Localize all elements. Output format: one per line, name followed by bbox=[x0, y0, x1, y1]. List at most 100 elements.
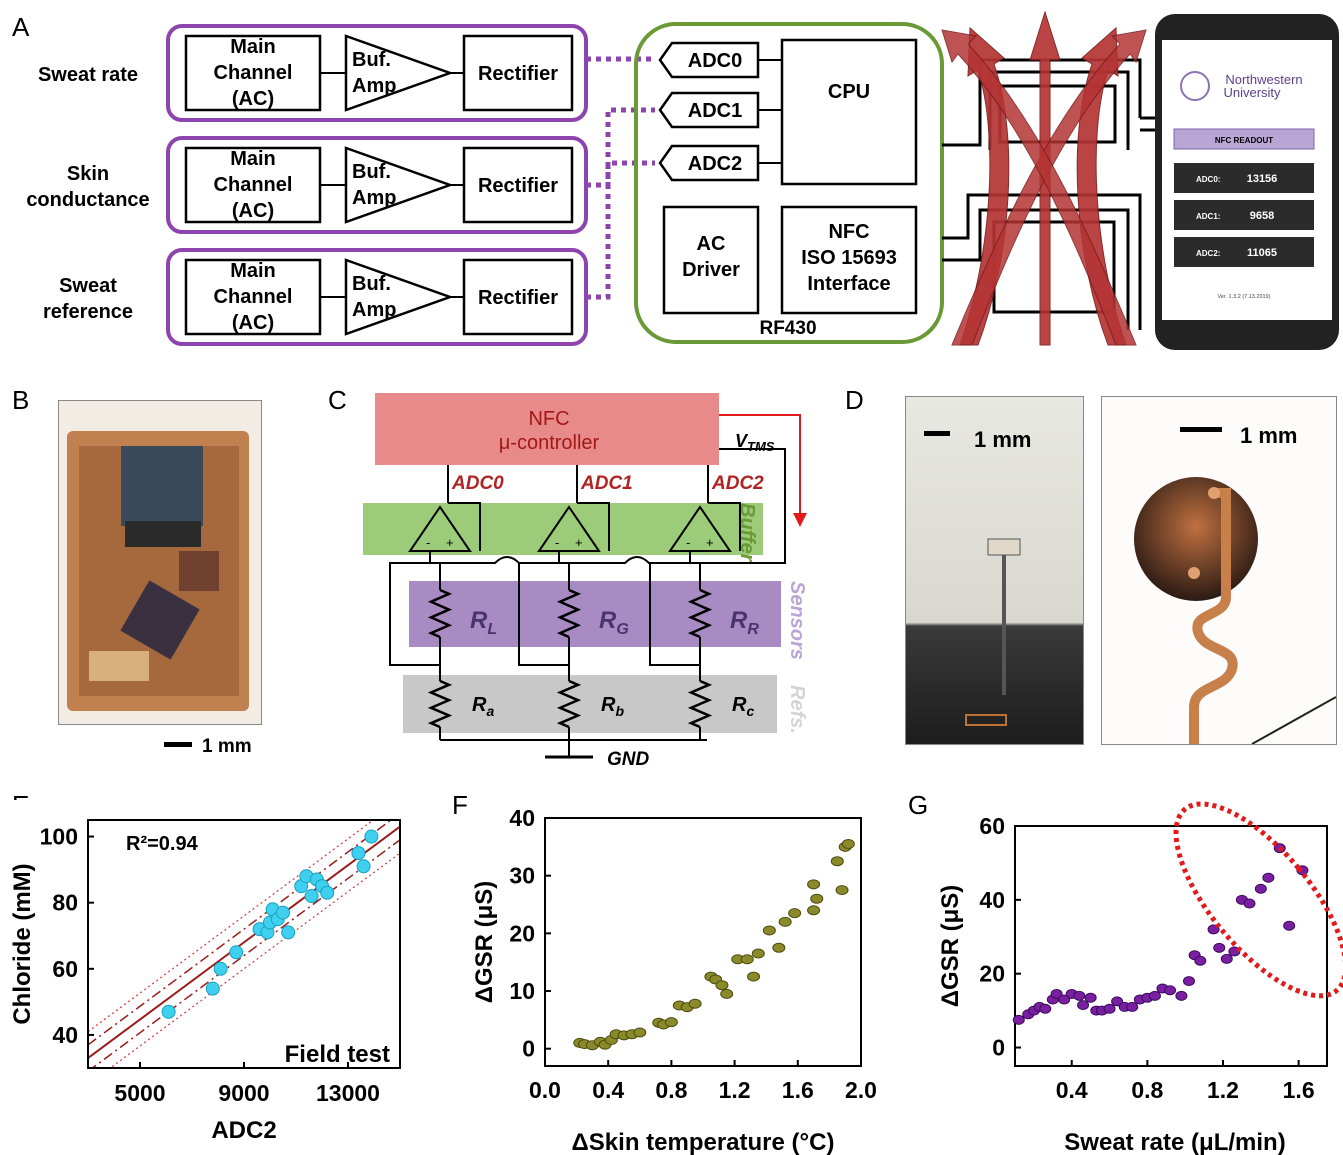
svg-text:-: - bbox=[686, 535, 690, 550]
signal-chain-row-1: Skin conductance Main Channel (AC) Buf. Amp Rec… bbox=[26, 107, 655, 234]
plot-frame bbox=[1014, 825, 1328, 1067]
circuit-adc-label: ADC0 bbox=[451, 473, 504, 494]
y-tick-label: 40 bbox=[979, 887, 1005, 913]
ac-driver-line-1: AC bbox=[697, 233, 726, 255]
data-point bbox=[364, 829, 379, 844]
university-name-2: University bbox=[1223, 85, 1281, 100]
main-channel-text: Channel bbox=[214, 174, 293, 196]
x-tick-label: 13000 bbox=[316, 1080, 380, 1106]
sensor-electrode-photo-right-art bbox=[1134, 427, 1337, 745]
app-version: Ver. 1.3.2 (7.13.2019) bbox=[1218, 294, 1271, 300]
x-tick-label: 9000 bbox=[218, 1080, 269, 1106]
main-channel-text: Channel bbox=[214, 62, 293, 84]
data-point bbox=[762, 925, 776, 936]
y-tick-label: 20 bbox=[979, 961, 1005, 987]
rectifier-text: Rectifier bbox=[478, 287, 558, 309]
svg-text:+: + bbox=[446, 535, 454, 550]
adc-label: ADC0 bbox=[688, 50, 742, 72]
data-point bbox=[356, 859, 371, 874]
y-tick-label: 40 bbox=[52, 1022, 78, 1048]
buffer-amp-triangle bbox=[344, 258, 454, 336]
data-point bbox=[1254, 883, 1267, 894]
ref-resistor-label: Rb bbox=[601, 694, 624, 719]
x-axis-label: ΔSkin temperature (°C) bbox=[572, 1129, 835, 1155]
readout-label: ADC1: bbox=[1196, 212, 1220, 221]
nfc-line-2: ISO 15693 bbox=[801, 247, 897, 269]
r-squared-annotation: R²=0.94 bbox=[126, 833, 199, 855]
fit-line bbox=[87, 825, 401, 1059]
rf-field-arrows bbox=[941, 10, 1147, 346]
sensor-resistor-label: RL bbox=[470, 607, 497, 638]
data-point bbox=[788, 908, 802, 919]
cpu-box bbox=[780, 38, 918, 186]
main-channel-text: (AC) bbox=[232, 312, 274, 334]
nfc-line-1: NFC bbox=[828, 221, 869, 243]
buffer-amp-triangle bbox=[344, 34, 454, 112]
data-point bbox=[688, 998, 702, 1009]
data-point bbox=[1207, 924, 1220, 935]
buffer-amp-text: Amp bbox=[352, 75, 396, 97]
main-channel-box bbox=[184, 258, 322, 336]
data-point bbox=[1012, 1014, 1025, 1025]
x-tick-label: 0.0 bbox=[529, 1077, 561, 1103]
x-tick-label: 1.6 bbox=[1283, 1077, 1315, 1103]
data-point bbox=[205, 981, 220, 996]
y-tick-label: 0 bbox=[992, 1035, 1005, 1061]
data-point bbox=[772, 942, 786, 953]
data-point bbox=[664, 1017, 678, 1028]
nfc-readout-title: NFC READOUT bbox=[1215, 136, 1273, 145]
nfc-interface-box bbox=[780, 205, 918, 315]
main-channel-text: Main bbox=[230, 260, 276, 282]
cpu-label: CPU bbox=[828, 81, 870, 103]
sensor-resistor-label: RG bbox=[599, 607, 629, 638]
data-point bbox=[740, 954, 754, 965]
field-test-label: Field test bbox=[285, 1041, 390, 1068]
panel-label-g: G bbox=[908, 790, 929, 820]
y-tick-label: 30 bbox=[509, 863, 535, 889]
chart-g-gsr-vs-sweat-rate: 0.4 0.8 1.2 1.6 0 20 40 60 Sweat rate (μL/min) ΔG… bbox=[937, 801, 1343, 1155]
data-point bbox=[1084, 992, 1097, 1003]
data-point bbox=[281, 925, 296, 940]
x-axis-label: ADC2 bbox=[211, 1117, 276, 1144]
y-tick-label: 60 bbox=[979, 813, 1005, 839]
data-point bbox=[161, 1004, 176, 1019]
adc-label: ADC2 bbox=[688, 153, 742, 175]
panel-d-right-scale-label: 1 mm bbox=[1240, 423, 1298, 448]
x-axis-label: Sweat rate (μL/min) bbox=[1064, 1129, 1285, 1155]
data-point bbox=[807, 879, 821, 890]
signal-chain-row-0: Sweat rate Main Channel (AC) Buf. Amp Rectifie… bbox=[38, 24, 655, 122]
data-point bbox=[1050, 989, 1063, 999]
data-point bbox=[276, 905, 290, 920]
nfc-line-3: Interface bbox=[807, 273, 890, 295]
main-channel-text: Main bbox=[230, 148, 276, 170]
panel-label-d: D bbox=[845, 385, 864, 415]
confidence-band bbox=[87, 839, 401, 1072]
data-point bbox=[1243, 898, 1256, 909]
row-label: conductance bbox=[26, 189, 149, 211]
university-name-1: Northwestern bbox=[1225, 72, 1302, 87]
data-point bbox=[1103, 1003, 1116, 1014]
data-point bbox=[1175, 990, 1188, 1001]
signal-link bbox=[586, 160, 655, 300]
panel-label-f: F bbox=[452, 790, 468, 820]
y-tick-label: 100 bbox=[40, 824, 78, 850]
vtms-arrow bbox=[719, 414, 801, 515]
y-tick-label: 10 bbox=[509, 978, 535, 1004]
data-point bbox=[810, 893, 824, 904]
data-point bbox=[229, 945, 244, 960]
sensors-band bbox=[409, 581, 781, 647]
readout-label: ADC2: bbox=[1196, 249, 1220, 258]
data-point bbox=[1058, 994, 1071, 1005]
plot-frame bbox=[544, 817, 862, 1067]
x-tick-label: 2.0 bbox=[845, 1077, 877, 1103]
x-tick-label: 1.2 bbox=[1207, 1077, 1239, 1103]
buffer-amp-text: Buf. bbox=[352, 273, 391, 295]
y-tick-label: 0 bbox=[522, 1036, 535, 1062]
readout-value: 9658 bbox=[1250, 210, 1274, 222]
device-photo bbox=[58, 400, 262, 725]
data-point bbox=[835, 885, 849, 896]
x-tick-label: 1.6 bbox=[782, 1077, 814, 1103]
data-point bbox=[720, 988, 734, 999]
ac-driver-box bbox=[662, 205, 760, 315]
